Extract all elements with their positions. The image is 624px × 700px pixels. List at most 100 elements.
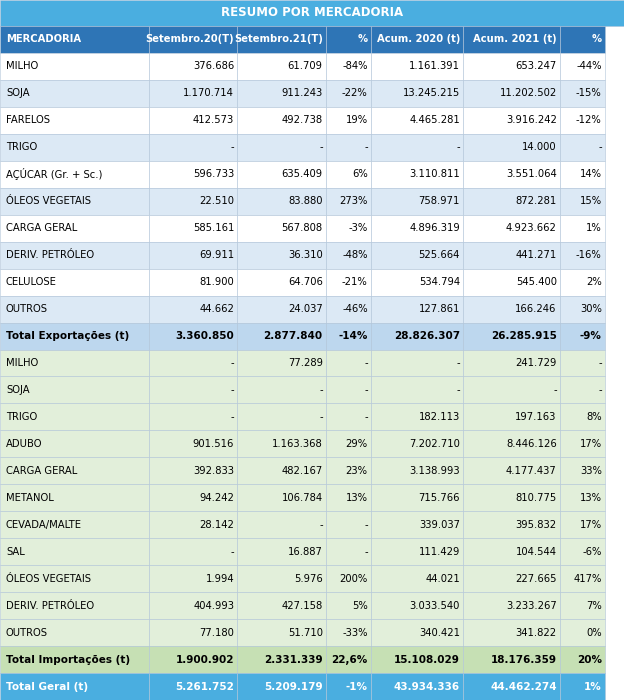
Text: -: - [230, 358, 234, 368]
Text: CELULOSE: CELULOSE [6, 277, 57, 287]
Bar [149, 295, 237, 323]
Text: CARGA GERAL: CARGA GERAL [6, 466, 77, 476]
Bar [371, 538, 463, 565]
Text: Total Importações (t): Total Importações (t) [6, 654, 130, 664]
Text: 482.167: 482.167 [281, 466, 323, 476]
Bar [237, 107, 326, 134]
Bar [371, 457, 463, 484]
Text: -: - [456, 142, 460, 153]
Text: -: - [364, 412, 368, 422]
Text: 392.833: 392.833 [193, 466, 234, 476]
Bar [149, 215, 237, 242]
Bar [149, 80, 237, 107]
Text: 1%: 1% [586, 223, 602, 233]
Bar [237, 26, 326, 53]
Bar [560, 673, 605, 700]
Text: Acum. 2020 (t): Acum. 2020 (t) [377, 34, 460, 45]
Bar [371, 241, 463, 269]
Text: -84%: -84% [342, 62, 368, 71]
Bar [463, 565, 560, 592]
Bar [560, 403, 605, 430]
Bar [371, 592, 463, 619]
Bar [0, 511, 149, 538]
Bar [463, 403, 560, 430]
Bar [0, 161, 149, 188]
Bar [371, 26, 463, 53]
Text: 29%: 29% [346, 439, 368, 449]
Bar [463, 241, 560, 269]
Text: 227.665: 227.665 [515, 574, 557, 584]
Text: 2%: 2% [586, 277, 602, 287]
Bar [237, 161, 326, 188]
Text: MILHO: MILHO [6, 358, 38, 368]
Text: 340.421: 340.421 [419, 628, 460, 638]
Bar [560, 215, 605, 242]
Text: OUTROS: OUTROS [6, 304, 48, 314]
Text: 14%: 14% [580, 169, 602, 179]
Bar [560, 619, 605, 646]
Text: 1%: 1% [584, 682, 602, 692]
Text: 83.880: 83.880 [288, 196, 323, 206]
Bar [149, 592, 237, 619]
Bar [371, 53, 463, 80]
Text: 166.246: 166.246 [515, 304, 557, 314]
Bar [149, 673, 237, 700]
Bar [0, 646, 149, 673]
Bar [0, 592, 149, 619]
Bar [326, 673, 371, 700]
Text: 44.662: 44.662 [199, 304, 234, 314]
Bar [463, 430, 560, 457]
Text: 44.462.274: 44.462.274 [490, 682, 557, 692]
Text: 77.180: 77.180 [199, 628, 234, 638]
Text: 492.738: 492.738 [281, 116, 323, 125]
Bar [237, 269, 326, 295]
Text: 4.896.319: 4.896.319 [409, 223, 460, 233]
Text: 4.465.281: 4.465.281 [409, 116, 460, 125]
Bar [237, 80, 326, 107]
Bar [149, 430, 237, 457]
Bar [237, 646, 326, 673]
Text: -: - [364, 520, 368, 530]
Text: -: - [230, 142, 234, 153]
Text: 13%: 13% [346, 493, 368, 503]
Bar [149, 349, 237, 377]
Bar [149, 269, 237, 295]
Bar [237, 241, 326, 269]
Text: %: % [358, 34, 368, 45]
Text: 18.176.359: 18.176.359 [490, 654, 557, 664]
Bar [326, 377, 371, 403]
Text: 596.733: 596.733 [193, 169, 234, 179]
Bar [560, 295, 605, 323]
Bar [371, 673, 463, 700]
Bar [0, 377, 149, 403]
Bar [560, 538, 605, 565]
Bar [463, 538, 560, 565]
Text: 417%: 417% [573, 574, 602, 584]
Bar [0, 538, 149, 565]
Bar [371, 269, 463, 295]
Text: 111.429: 111.429 [419, 547, 460, 556]
Bar [326, 241, 371, 269]
Bar [326, 269, 371, 295]
Bar [0, 241, 149, 269]
Text: 404.993: 404.993 [193, 601, 234, 610]
Text: 545.400: 545.400 [515, 277, 557, 287]
Text: OUTROS: OUTROS [6, 628, 48, 638]
Bar [0, 565, 149, 592]
Bar [0, 0, 624, 26]
Bar [237, 53, 326, 80]
Bar [463, 323, 560, 349]
Text: -1%: -1% [346, 682, 368, 692]
Bar [149, 565, 237, 592]
Bar [560, 107, 605, 134]
Text: -: - [364, 385, 368, 395]
Bar [149, 134, 237, 161]
Text: 3.138.993: 3.138.993 [409, 466, 460, 476]
Bar [463, 646, 560, 673]
Text: -: - [364, 358, 368, 368]
Bar [560, 377, 605, 403]
Text: 810.775: 810.775 [515, 493, 557, 503]
Bar [237, 619, 326, 646]
Bar [149, 619, 237, 646]
Text: 16.887: 16.887 [288, 547, 323, 556]
